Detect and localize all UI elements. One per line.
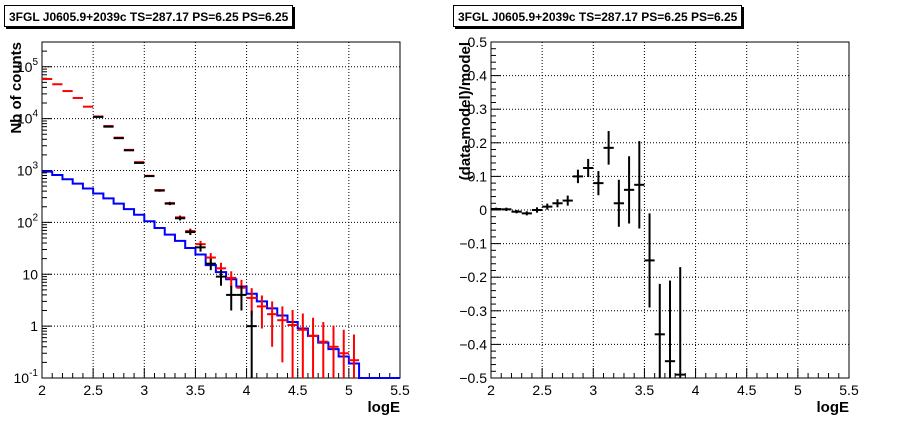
x-tick-label: 3.5 [635, 382, 655, 398]
y-tick-label: −0.5 [459, 370, 487, 386]
x-tick-label: 5 [794, 382, 802, 398]
y-tick-label: −0.4 [459, 336, 487, 352]
x-tick-label: 2 [38, 382, 46, 398]
x-tick-label: 2 [487, 382, 495, 398]
x-tick-label: 4.5 [737, 382, 757, 398]
y-tick-label: 0.5 [468, 34, 488, 50]
counts-plot-pad: 3FGL J0605.9+2039c TS=287.17 PS=6.25 PS=… [4, 5, 410, 416]
plot-frame [41, 41, 401, 379]
y-tick-label: 10-1 [14, 368, 39, 386]
y-axis-title: Nb of counts [8, 42, 25, 134]
y-tick-label: 10 [22, 266, 38, 282]
y-tick-label: −0.1 [459, 236, 487, 252]
y-tick-label: 0.3 [468, 101, 488, 117]
residual-series [491, 131, 686, 378]
y-axis-title: (data-model)/model [457, 42, 474, 180]
x-tick-label: 5.5 [839, 382, 859, 398]
plot-title: 3FGL J0605.9+2039c TS=287.17 PS=6.25 PS=… [453, 5, 743, 27]
x-axis-title: logE [368, 399, 401, 416]
y-tick-label: 102 [17, 212, 39, 230]
counts-chart: 2 2.5 3 3.5 4 4.5 5 5.510-1110102103104105logEN… [8, 41, 410, 416]
plot-title: 3FGL J0605.9+2039c TS=287.17 PS=6.25 PS=… [4, 5, 294, 27]
y-tick-label: −0.3 [459, 303, 487, 319]
y-tick-label: 103 [17, 161, 39, 179]
residuals-chart: 2 2.5 3 3.5 4 4.5 5 5.5 −0.5 −0.4 −0.3 −0.2 −0.1 0 0.1… [457, 34, 859, 416]
y-tick-label: 0.1 [468, 168, 488, 184]
y-tick-label: −0.2 [459, 269, 487, 285]
y-tick-label: 0 [479, 202, 487, 218]
x-tick-label: 2.5 [532, 382, 552, 398]
data-series [93, 115, 257, 378]
residuals-plot-pad: 3FGL J0605.9+2039c TS=287.17 PS=6.25 PS=… [449, 0, 898, 421]
x-tick-label: 5.5 [390, 382, 410, 398]
model-series [42, 78, 360, 378]
x-tick-label: 3 [140, 382, 148, 398]
x-tick-label: 3 [589, 382, 597, 398]
x-tick-label: 4 [243, 382, 251, 398]
x-tick-label: 4.5 [288, 382, 308, 398]
y-tick-label: 0.2 [468, 135, 488, 151]
x-tick-label: 5 [345, 382, 353, 398]
x-tick-label: 4 [692, 382, 700, 398]
x-axis-title: logE [817, 399, 850, 416]
y-tick-label: 0.4 [468, 68, 488, 84]
y-tick-label: 1 [30, 318, 38, 334]
x-tick-label: 3.5 [186, 382, 206, 398]
x-tick-label: 2.5 [83, 382, 103, 398]
